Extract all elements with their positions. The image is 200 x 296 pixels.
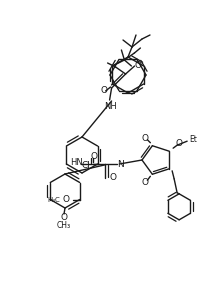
Text: NH: NH <box>104 102 117 110</box>
Text: O: O <box>62 195 69 204</box>
Text: O: O <box>100 86 107 94</box>
Text: N: N <box>117 160 124 168</box>
Text: O: O <box>61 213 68 223</box>
Text: Cl: Cl <box>81 160 90 170</box>
Text: CH₃: CH₃ <box>57 221 71 231</box>
Text: O: O <box>91 152 98 160</box>
Text: HN: HN <box>70 157 83 166</box>
Text: O: O <box>176 139 183 148</box>
Text: O: O <box>110 173 117 183</box>
Text: O: O <box>142 178 149 187</box>
Text: O: O <box>134 60 141 70</box>
Text: Et: Et <box>189 135 197 144</box>
Text: H₃C: H₃C <box>47 197 60 202</box>
Text: O: O <box>142 134 149 143</box>
